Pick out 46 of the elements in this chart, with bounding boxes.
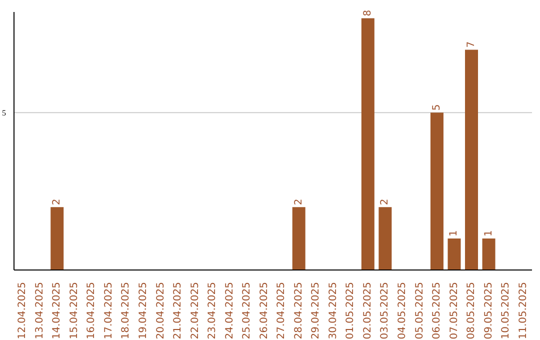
x-tick-label: 23.04.2025 xyxy=(207,282,218,340)
x-tick-label: 28.04.2025 xyxy=(293,282,304,340)
x-tick-label: 29.04.2025 xyxy=(310,282,322,340)
data-label: 1 xyxy=(483,230,494,237)
data-label: 1 xyxy=(448,230,460,237)
x-tick-label: 19.04.2025 xyxy=(138,282,149,340)
data-label: 2 xyxy=(52,198,63,206)
x-tick-label: 01.05.2025 xyxy=(345,282,356,340)
x-tick-label: 04.05.2025 xyxy=(397,282,408,340)
bar xyxy=(292,207,306,270)
x-tick-label: 13.04.2025 xyxy=(34,282,46,340)
data-label: 8 xyxy=(362,10,374,16)
x-tick-label: 17.04.2025 xyxy=(103,282,114,340)
x-tick-label: 20.04.2025 xyxy=(155,282,166,340)
data-label: 7 xyxy=(466,41,478,48)
bar xyxy=(465,50,478,270)
x-tick-label: 09.05.2025 xyxy=(483,282,494,340)
bar xyxy=(482,238,496,270)
bar xyxy=(378,207,392,270)
bar xyxy=(430,112,444,270)
x-tick-label: 06.05.2025 xyxy=(432,282,443,340)
data-label: 5 xyxy=(431,104,442,111)
x-tick-label: 18.04.2025 xyxy=(120,282,132,340)
x-tick-label: 03.05.2025 xyxy=(380,282,391,340)
data-label: 2 xyxy=(293,198,304,206)
x-tick-label: 12.04.2025 xyxy=(17,282,28,340)
x-tick-label: 11.05.2025 xyxy=(518,282,529,340)
x-tick-label: 02.05.2025 xyxy=(362,282,374,340)
x-tick-label: 14.04.2025 xyxy=(52,282,63,340)
bar xyxy=(361,18,374,270)
data-label: 2 xyxy=(380,198,391,206)
x-tick-label: 05.05.2025 xyxy=(414,282,426,340)
x-tick-label: 25.04.2025 xyxy=(242,282,253,340)
x-tick-label: 24.04.2025 xyxy=(224,282,236,340)
x-tick-label: 15.04.2025 xyxy=(68,282,80,340)
x-tick-label: 22.04.2025 xyxy=(190,282,201,340)
x-tick-label: 07.05.2025 xyxy=(448,282,460,340)
x-tick-label: 26.04.2025 xyxy=(258,282,270,340)
x-tick-label: 16.04.2025 xyxy=(86,282,98,340)
x-tick-label: 21.04.2025 xyxy=(172,282,184,340)
x-tick-label: 08.05.2025 xyxy=(466,282,478,340)
x-tick-label: 30.04.2025 xyxy=(328,282,339,340)
bar xyxy=(448,238,461,270)
x-tick-label: 10.05.2025 xyxy=(500,282,512,340)
x-tick-label: 27.04.2025 xyxy=(276,282,288,340)
bar xyxy=(50,207,64,270)
